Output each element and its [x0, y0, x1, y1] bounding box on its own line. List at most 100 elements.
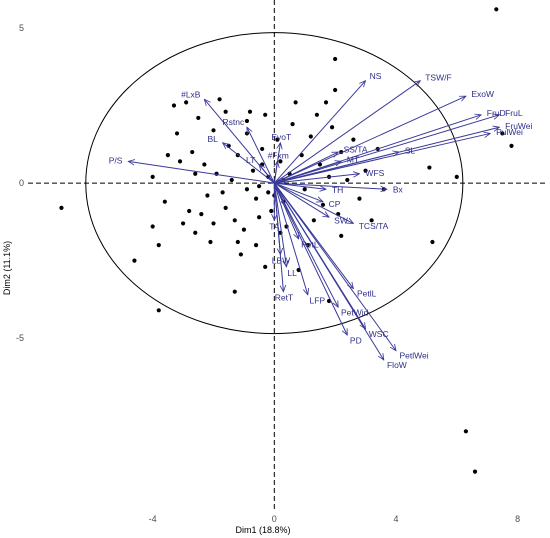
variable-vector: [274, 133, 490, 184]
variable-label: TA: [269, 221, 280, 231]
variable-label: CP: [329, 199, 341, 209]
data-point: [244, 118, 250, 124]
data-point: [263, 112, 268, 117]
data-point: [223, 205, 228, 211]
variable-label: PulWei: [496, 127, 523, 137]
data-point: [211, 128, 216, 133]
variable-label: PetWid: [341, 308, 369, 318]
data-point: [232, 289, 237, 294]
data-point: [205, 193, 210, 198]
data-point: [187, 208, 192, 214]
data-point: [311, 218, 316, 223]
variable-vector: [259, 164, 275, 184]
data-point: [59, 205, 64, 211]
variable-vector: [247, 127, 275, 184]
data-point: [202, 162, 207, 167]
data-point: [220, 190, 225, 195]
variable-label: LBW: [272, 255, 290, 265]
variable-label: SL: [405, 146, 416, 156]
variable-vector: [223, 143, 275, 184]
data-point: [369, 218, 374, 223]
data-point: [351, 137, 356, 142]
variable-label: Bx: [393, 185, 404, 195]
data-point: [494, 7, 499, 12]
data-point: [193, 230, 198, 235]
variable-vector: [273, 182, 383, 360]
data-point: [320, 202, 326, 207]
variable-label: MT: [347, 155, 359, 165]
data-point: [293, 100, 298, 105]
data-point: [229, 177, 234, 183]
data-point: [333, 87, 338, 93]
variable-vector: [273, 183, 286, 267]
variable-vector: [273, 182, 307, 295]
data-point: [430, 239, 435, 245]
variable-vector: [274, 182, 323, 202]
variable-label: PetlL: [357, 288, 377, 298]
variable-label: FloW: [387, 360, 407, 370]
variable-label: BL: [207, 134, 218, 144]
data-point: [290, 122, 295, 127]
data-point: [208, 239, 213, 245]
data-point: [211, 221, 216, 226]
data-point: [463, 429, 468, 434]
data-point: [193, 171, 198, 176]
data-point: [177, 159, 183, 164]
y-tick-label: 0: [19, 178, 24, 188]
data-point: [257, 215, 262, 220]
x-axis-title: Dim1 (18.8%): [235, 525, 290, 535]
variable-label: FruL: [505, 108, 523, 118]
data-point: [323, 100, 329, 105]
variable-vector: [274, 95, 466, 184]
y-tick-label: 5: [19, 23, 24, 33]
data-point: [275, 137, 280, 142]
x-tick-label: -4: [149, 514, 157, 524]
variable-label: TSW/F: [425, 72, 451, 82]
variable-vector: [274, 115, 499, 184]
data-point: [247, 109, 253, 114]
variable-label: PetlWei: [400, 350, 429, 360]
variable-label: #LxB: [181, 90, 201, 100]
variable-label: LFP: [310, 296, 326, 306]
data-point: [357, 196, 362, 201]
variable-label: SS/TA: [344, 144, 368, 154]
data-point: [257, 184, 262, 189]
y-axis-title: Dim2 (11.1%): [2, 241, 12, 295]
data-point: [250, 168, 256, 173]
data-point: [363, 168, 368, 173]
data-point: [308, 134, 313, 139]
data-point: [174, 131, 180, 136]
variable-vector: [128, 161, 275, 184]
variable-vector: [274, 182, 329, 217]
variable-label: WFS: [365, 168, 384, 178]
variable-label: NS: [370, 71, 382, 81]
data-point: [150, 224, 155, 229]
data-point: [235, 239, 240, 245]
variable-label: #Fxm: [268, 150, 289, 160]
data-point: [302, 187, 307, 192]
data-point: [339, 233, 344, 238]
variable-vector: [274, 161, 277, 184]
data-point: [241, 227, 247, 232]
data-point: [500, 131, 505, 136]
data-point: [156, 243, 161, 248]
data-point: [196, 115, 201, 121]
variable-vector: [274, 152, 399, 184]
variable-vector: [274, 81, 420, 184]
variable-label: Rstnc: [223, 117, 245, 127]
variable-vector: [274, 152, 338, 184]
data-point: [162, 199, 167, 204]
data-point: [150, 174, 155, 179]
variable-vector: [273, 182, 396, 351]
x-tick-label: 8: [515, 514, 520, 524]
data-point: [260, 146, 265, 152]
data-point: [345, 177, 350, 183]
data-point: [180, 221, 186, 226]
data-point: [156, 308, 161, 313]
data-point: [132, 258, 137, 263]
data-point: [253, 243, 259, 248]
variable-vector: [273, 182, 348, 335]
data-point: [427, 165, 432, 170]
variable-label: EvoT: [271, 132, 291, 142]
variable-label: PetL: [301, 239, 319, 249]
